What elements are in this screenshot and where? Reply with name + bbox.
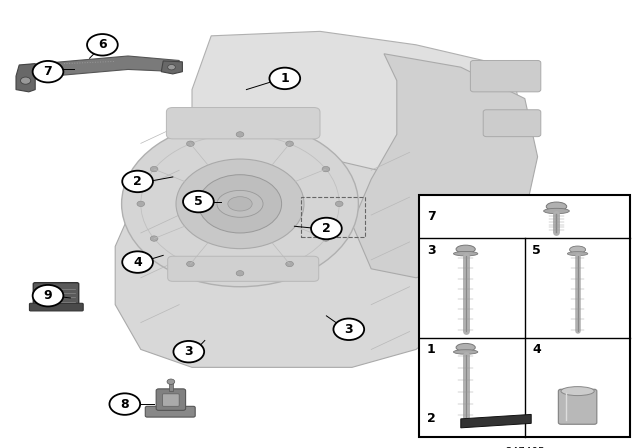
Circle shape	[173, 341, 204, 362]
FancyBboxPatch shape	[483, 110, 541, 137]
Ellipse shape	[454, 251, 478, 256]
Text: 2: 2	[322, 222, 331, 235]
Circle shape	[150, 166, 158, 172]
Text: 9: 9	[44, 289, 52, 302]
Ellipse shape	[456, 344, 476, 352]
Circle shape	[236, 132, 244, 137]
Circle shape	[286, 261, 293, 267]
Bar	[301, 197, 365, 237]
Ellipse shape	[228, 197, 252, 211]
Circle shape	[167, 379, 175, 384]
Circle shape	[122, 251, 153, 273]
Circle shape	[20, 77, 31, 84]
FancyBboxPatch shape	[156, 389, 186, 410]
Circle shape	[186, 261, 194, 267]
Circle shape	[87, 34, 118, 56]
Polygon shape	[161, 61, 182, 74]
FancyBboxPatch shape	[470, 60, 541, 92]
Circle shape	[137, 201, 145, 207]
Ellipse shape	[547, 202, 567, 211]
FancyBboxPatch shape	[559, 389, 597, 424]
Circle shape	[150, 236, 158, 241]
Circle shape	[311, 218, 342, 239]
Circle shape	[33, 285, 63, 306]
Ellipse shape	[561, 387, 595, 396]
Text: 1: 1	[280, 72, 289, 85]
Circle shape	[183, 191, 214, 212]
Text: 3: 3	[344, 323, 353, 336]
Text: 2: 2	[133, 175, 142, 188]
Text: 5: 5	[194, 195, 203, 208]
Circle shape	[335, 201, 343, 207]
Polygon shape	[26, 56, 179, 78]
Circle shape	[122, 121, 358, 287]
Bar	[419, 195, 630, 437]
Circle shape	[322, 166, 330, 172]
Circle shape	[333, 319, 364, 340]
Text: 4: 4	[133, 255, 142, 269]
Circle shape	[269, 68, 300, 89]
Text: 3: 3	[184, 345, 193, 358]
FancyBboxPatch shape	[168, 256, 319, 281]
Circle shape	[168, 65, 175, 70]
Circle shape	[198, 175, 282, 233]
Ellipse shape	[454, 350, 478, 354]
Circle shape	[286, 141, 293, 146]
Text: 4: 4	[532, 343, 541, 356]
Circle shape	[33, 61, 63, 82]
Polygon shape	[192, 31, 525, 246]
Text: 6: 6	[98, 38, 107, 52]
FancyBboxPatch shape	[166, 108, 320, 139]
Polygon shape	[461, 414, 531, 428]
Polygon shape	[352, 54, 538, 278]
Text: 7: 7	[427, 210, 436, 223]
FancyBboxPatch shape	[29, 303, 83, 311]
Ellipse shape	[570, 246, 586, 253]
Circle shape	[176, 159, 304, 249]
Circle shape	[322, 236, 330, 241]
Polygon shape	[115, 157, 461, 367]
Text: 5: 5	[532, 244, 541, 257]
Circle shape	[109, 393, 140, 415]
FancyBboxPatch shape	[33, 283, 79, 307]
Text: 8: 8	[120, 397, 129, 411]
Circle shape	[236, 271, 244, 276]
Circle shape	[122, 171, 153, 192]
Circle shape	[187, 141, 195, 146]
Polygon shape	[16, 64, 35, 92]
Bar	[169, 382, 173, 391]
Text: 3: 3	[427, 244, 435, 257]
FancyBboxPatch shape	[145, 406, 195, 417]
Text: 247405: 247405	[505, 447, 545, 448]
Text: 7: 7	[44, 65, 52, 78]
Ellipse shape	[456, 245, 476, 253]
Ellipse shape	[568, 252, 588, 256]
Ellipse shape	[544, 208, 570, 214]
FancyBboxPatch shape	[163, 394, 179, 406]
Ellipse shape	[217, 190, 263, 217]
Text: 2: 2	[427, 413, 436, 426]
Text: 1: 1	[427, 343, 436, 356]
